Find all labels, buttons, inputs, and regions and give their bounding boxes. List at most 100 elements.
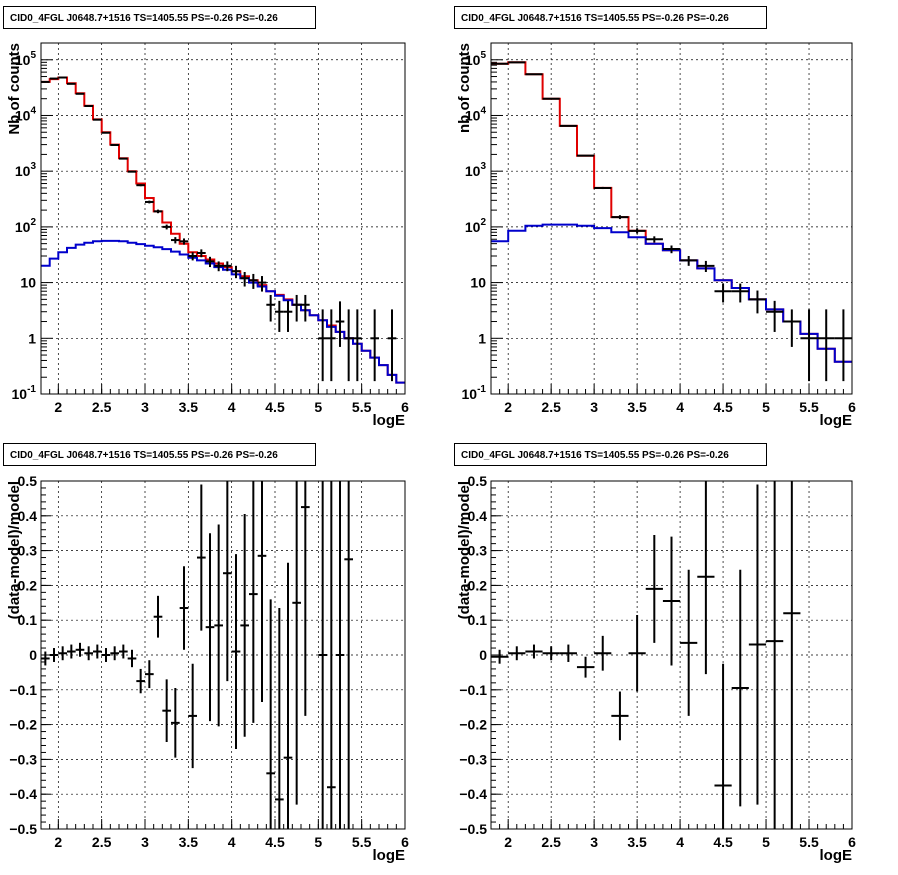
- y-tick-label: 104: [465, 105, 487, 123]
- data-point: [266, 294, 275, 322]
- data-point: [370, 309, 379, 382]
- data-point: [249, 273, 258, 289]
- x-tick-label: 5: [314, 399, 322, 415]
- y-tick-exponent: 3: [30, 161, 36, 172]
- y-tick-label: 102: [465, 217, 487, 235]
- data-point: [731, 569, 749, 807]
- y-tick-label: −0.2: [9, 717, 37, 733]
- data-point: [542, 646, 560, 661]
- y-tick-label: 0.5: [18, 473, 38, 489]
- data-point: [611, 215, 629, 220]
- x-axis-label: logE: [820, 412, 853, 429]
- data-point: [197, 484, 206, 631]
- x-tick-label: 6: [401, 399, 409, 415]
- y-tick-label: −0.1: [459, 682, 487, 698]
- x-tick-label: 3: [141, 399, 149, 415]
- x-tick-label: 5: [762, 399, 770, 415]
- data-point: [136, 184, 145, 187]
- x-axis-label: logE: [373, 847, 406, 864]
- data-point: [127, 649, 137, 668]
- y-tick-base: 10: [465, 219, 481, 235]
- plot-frame: [490, 480, 853, 830]
- data-point: [231, 265, 241, 279]
- chart-title: CID0_4FGL J0648.7+1516 TS=1405.55 PS=-0.…: [461, 450, 729, 461]
- y-tick-label: 1: [478, 330, 486, 346]
- x-tick-label: 5.5: [352, 399, 372, 415]
- x-tick-label: 6: [848, 399, 856, 415]
- data-point: [67, 644, 76, 659]
- y-tick-exponent: 2: [480, 217, 486, 228]
- x-tick-label: 2.5: [541, 834, 561, 850]
- data-point: [188, 252, 197, 261]
- x-tick-label: 3.5: [627, 399, 647, 415]
- data-point: [119, 157, 128, 160]
- y-tick-exponent: 5: [480, 50, 486, 61]
- data-point: [353, 309, 362, 382]
- y-axis-label: (data-model)/model: [6, 481, 23, 619]
- data-point: [800, 309, 818, 382]
- data-point: [628, 614, 646, 692]
- data-point: [205, 256, 215, 268]
- x-tick-label: 4.5: [265, 834, 285, 850]
- data-point: [240, 271, 249, 287]
- x-axis-label: logE: [820, 847, 853, 864]
- y-tick-label: −0.3: [459, 751, 487, 767]
- data-point: [162, 679, 171, 742]
- x-tick-label: 3: [141, 834, 149, 850]
- data-point: [576, 154, 595, 157]
- x-tick-label: 4: [228, 834, 236, 850]
- panel-counts-right: CID0_4FGL J0648.7+1516 TS=1405.55 PS=-0.…: [454, 6, 856, 429]
- x-tick-label: 5: [762, 834, 770, 850]
- y-tick-base: 10: [465, 107, 481, 123]
- data-point: [197, 249, 206, 258]
- data-point: [179, 566, 189, 650]
- y-tick-label: 0.3: [18, 543, 38, 559]
- y-tick-label: 0.5: [468, 473, 488, 489]
- data-point: [834, 309, 852, 382]
- y-tick-label: 0.3: [468, 543, 488, 559]
- y-tick-label: 0: [29, 647, 37, 663]
- x-tick-label: 2.5: [92, 399, 112, 415]
- x-tick-label: 3.5: [179, 834, 199, 850]
- data-point: [327, 481, 336, 829]
- y-tick-label: −0.1: [9, 682, 37, 698]
- data-point: [344, 481, 353, 829]
- plot-frame: [40, 42, 406, 395]
- data-point: [748, 290, 767, 314]
- data-point: [525, 644, 543, 659]
- x-tick-label: 6: [848, 834, 856, 850]
- data-point: [318, 309, 327, 382]
- data-point: [301, 481, 310, 716]
- title-box: [3, 443, 316, 466]
- data-point: [223, 261, 232, 272]
- data-point: [662, 245, 681, 254]
- model-component-line: [41, 239, 405, 384]
- data-point: [491, 649, 509, 664]
- model-total-line: [41, 76, 405, 384]
- data-point: [257, 276, 267, 292]
- title-box: [454, 443, 767, 466]
- chart-title: CID0_4FGL J0648.7+1516 TS=1405.55 PS=-0.…: [10, 450, 278, 461]
- data-point: [231, 554, 241, 749]
- data-point: [283, 562, 293, 829]
- data-point: [335, 301, 345, 347]
- x-tick-label: 3: [590, 399, 598, 415]
- data-point: [283, 300, 293, 332]
- data-point: [817, 309, 835, 382]
- data-point: [127, 170, 137, 173]
- y-tick-base: 10: [15, 107, 31, 123]
- y-tick-base: 10: [462, 386, 478, 402]
- data-point: [214, 261, 223, 272]
- data-point: [171, 688, 180, 758]
- x-tick-label: 4.5: [713, 399, 733, 415]
- data-point: [697, 481, 715, 675]
- data-point: [748, 484, 767, 805]
- data-point: [205, 533, 215, 722]
- data-point: [275, 608, 284, 829]
- y-tick-label: 0.2: [18, 577, 38, 593]
- x-tick-label: 4: [676, 834, 684, 850]
- y-tick-base: 10: [15, 52, 31, 68]
- data-point: [714, 663, 732, 829]
- data-point: [611, 691, 629, 741]
